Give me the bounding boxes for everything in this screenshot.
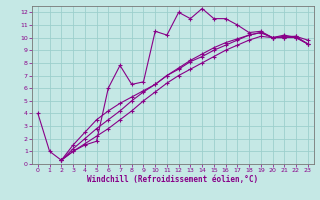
X-axis label: Windchill (Refroidissement éolien,°C): Windchill (Refroidissement éolien,°C) — [87, 175, 258, 184]
